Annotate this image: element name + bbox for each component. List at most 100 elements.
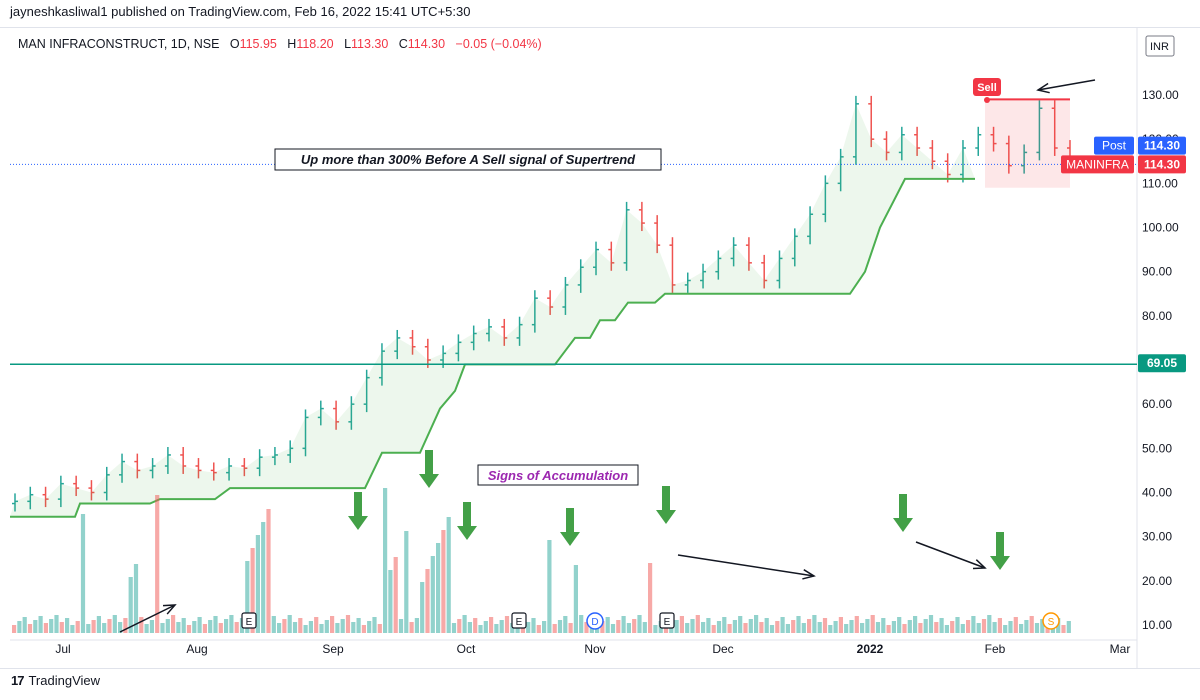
volume-bar bbox=[563, 616, 568, 633]
volume-bar bbox=[738, 616, 743, 633]
volume-bar bbox=[255, 535, 260, 633]
annotation-arrow-head bbox=[1036, 82, 1050, 94]
volume-bar bbox=[96, 616, 101, 633]
volume-bar bbox=[441, 530, 446, 633]
price-tag-value-bg bbox=[1138, 155, 1186, 174]
y-tick-label: 20.00 bbox=[1142, 574, 1172, 588]
volume-bar bbox=[743, 623, 748, 633]
x-tick-label: Feb bbox=[985, 642, 1006, 656]
volume-bar bbox=[91, 620, 96, 633]
volume-bar bbox=[923, 619, 928, 633]
volume-bar bbox=[536, 625, 541, 633]
down-arrow-stem bbox=[463, 502, 471, 528]
volume-bar bbox=[303, 625, 308, 633]
volume-bar bbox=[881, 618, 886, 633]
currency-box bbox=[1145, 35, 1175, 57]
legend-symbol: MAN INFRACONSTRUCT, 1D, NSE bbox=[18, 37, 220, 51]
volume-bar bbox=[833, 621, 838, 633]
volume-bar bbox=[345, 615, 351, 633]
volume-bar bbox=[86, 624, 91, 633]
volume-bar bbox=[457, 619, 462, 633]
price-tag-value: 114.30 bbox=[1144, 157, 1180, 171]
legend-change: −0.05 (−0.04%) bbox=[455, 37, 542, 51]
price-tag-name: Post bbox=[1102, 139, 1127, 153]
volume-bar bbox=[489, 617, 494, 633]
volume-bar bbox=[642, 622, 647, 633]
volume-bar bbox=[764, 618, 769, 633]
y-tick-label: 110.00 bbox=[1142, 176, 1178, 190]
volume-bar bbox=[12, 625, 17, 633]
volume-bar bbox=[971, 616, 976, 633]
volume-bar bbox=[955, 617, 960, 633]
volume-bar bbox=[748, 619, 753, 633]
volume-bar bbox=[361, 625, 366, 633]
x-tick-label: Nov bbox=[584, 642, 605, 656]
volume-bar bbox=[1003, 625, 1008, 633]
y-tick-label: 130.00 bbox=[1142, 88, 1179, 102]
volume-bar bbox=[812, 615, 817, 633]
volume-bar bbox=[404, 531, 409, 633]
volume-bar bbox=[685, 623, 690, 633]
volume-bar bbox=[791, 620, 796, 633]
volume-bar bbox=[605, 617, 610, 633]
volume-bar bbox=[701, 622, 706, 633]
volume-bar bbox=[420, 582, 425, 633]
volume-bar bbox=[197, 617, 202, 633]
volume-bar bbox=[690, 619, 695, 633]
event-marker-label: E bbox=[664, 617, 671, 628]
price-tag-value: 69.05 bbox=[1147, 356, 1177, 370]
volume-bar bbox=[144, 624, 149, 633]
volume-bar bbox=[414, 618, 419, 633]
volume-bar bbox=[860, 623, 865, 633]
y-tick-label: 50.00 bbox=[1142, 441, 1172, 455]
price-tag-name-bg bbox=[1061, 155, 1134, 174]
volume-bar bbox=[467, 622, 472, 633]
volume-bar bbox=[49, 619, 54, 633]
volume-bar bbox=[33, 620, 38, 633]
annotation-supertrend: Up more than 300% Before A Sell signal o… bbox=[301, 152, 636, 167]
legend-high: 118.20 bbox=[296, 37, 334, 51]
volume-bar bbox=[552, 624, 557, 633]
down-arrow-stem bbox=[899, 494, 907, 520]
volume-bar bbox=[282, 619, 287, 633]
y-tick-label: 60.00 bbox=[1142, 397, 1172, 411]
volume-bar bbox=[446, 517, 451, 633]
volume-bar bbox=[1024, 620, 1029, 633]
x-tick-label: Mar bbox=[1110, 642, 1131, 656]
volume-bar bbox=[897, 617, 902, 633]
y-tick-label: 80.00 bbox=[1142, 309, 1172, 323]
volume-bar bbox=[600, 621, 605, 633]
volume-bar bbox=[499, 620, 504, 633]
volume-bar bbox=[319, 624, 324, 633]
volume-bar bbox=[75, 621, 80, 633]
volume-bar bbox=[22, 617, 27, 633]
volume-bar bbox=[70, 625, 75, 633]
volume-bar bbox=[277, 623, 282, 633]
y-tick-label: 30.00 bbox=[1142, 530, 1172, 544]
volume-bar bbox=[960, 624, 965, 633]
volume-bar bbox=[1034, 623, 1040, 633]
volume-bar bbox=[801, 623, 806, 633]
volume-bar bbox=[542, 621, 547, 633]
y-tick-label: 10.00 bbox=[1142, 618, 1172, 632]
tradingview-brand[interactable]: 17 TradingView bbox=[11, 673, 100, 688]
down-arrow-stem bbox=[996, 532, 1004, 558]
volume-bar bbox=[335, 623, 340, 633]
volume-bar bbox=[981, 619, 987, 633]
volume-bar bbox=[632, 619, 637, 633]
volume-bar bbox=[992, 622, 997, 633]
volume-bar bbox=[409, 622, 414, 633]
x-tick-label: Sep bbox=[322, 642, 344, 656]
price-tag-value-bg bbox=[1138, 136, 1186, 155]
volume-bar bbox=[1029, 616, 1034, 633]
volume-bar bbox=[944, 625, 949, 633]
symbol-legend[interactable]: MAN INFRACONSTRUCT, 1D, NSE O115.95 H118… bbox=[18, 37, 542, 51]
volume-bar bbox=[202, 624, 207, 633]
volume-bar bbox=[891, 621, 896, 633]
volume-bar bbox=[351, 622, 356, 633]
volume-bar bbox=[372, 617, 377, 633]
volume-bar bbox=[854, 616, 859, 633]
volume-bar bbox=[478, 625, 483, 633]
volume-bar bbox=[330, 616, 335, 633]
